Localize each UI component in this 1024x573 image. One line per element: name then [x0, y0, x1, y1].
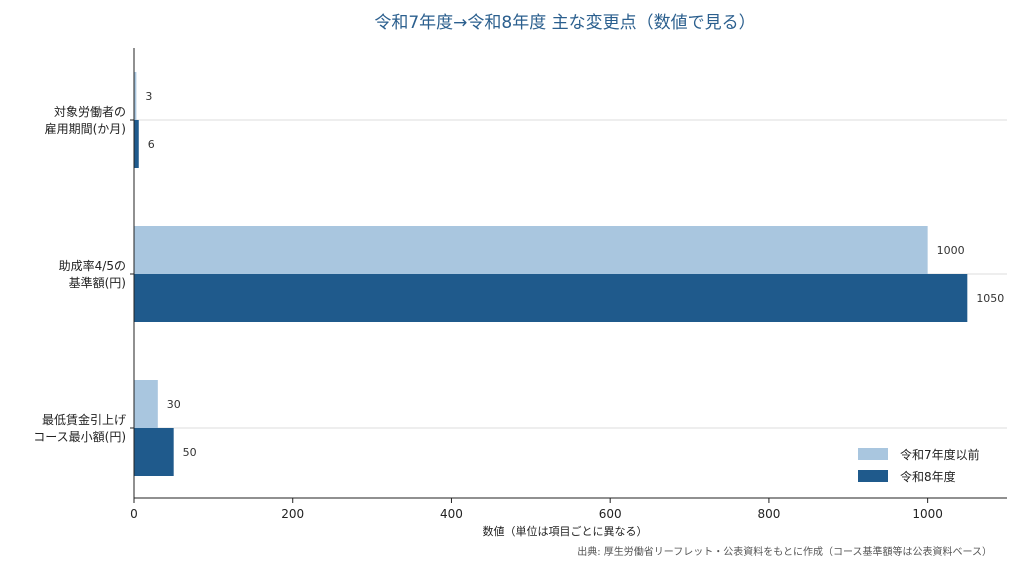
bar-series0-cat2 — [134, 380, 158, 428]
y-tick-label-1-0: 助成率4/5の — [59, 258, 126, 273]
y-tick-label-2-1: コース最小額(円) — [33, 430, 126, 444]
data-label-series0-cat0: 3 — [145, 90, 152, 103]
x-tick-label-0: 0 — [130, 507, 138, 521]
legend-label-1: 令和8年度 — [900, 469, 956, 484]
bar-series1-cat2 — [134, 428, 174, 476]
x-tick-label-3: 600 — [599, 507, 622, 521]
x-tick-label-4: 800 — [757, 507, 780, 521]
x-axis-label: 数値（単位は項目ごとに異なる） — [483, 524, 648, 538]
y-tick-label-0-1: 雇用期間(か月) — [45, 121, 126, 136]
source-note: 出典: 厚生労働省リーフレット・公表資料をもとに作成（コース基準額等は公表資料ベ… — [577, 545, 992, 558]
bar-series0-cat0 — [134, 72, 137, 120]
y-tick-label-2-0: 最低賃金引上げ — [42, 412, 126, 427]
bar-series0-cat1 — [134, 226, 928, 274]
x-tick-label-5: 1000 — [912, 507, 943, 521]
legend-label-0: 令和7年度以前 — [900, 447, 980, 462]
data-label-series0-cat2: 30 — [167, 398, 181, 411]
data-label-series1-cat2: 50 — [183, 446, 197, 459]
chart-title: 令和7年度→令和8年度 主な変更点（数値で見る） — [374, 13, 755, 33]
legend-swatch-1 — [858, 470, 888, 482]
legend-swatch-0 — [858, 448, 888, 460]
y-tick-label-1-1: 基準額(円) — [69, 275, 126, 290]
y-tick-label-0-0: 対象労働者の — [54, 105, 126, 119]
data-label-series1-cat1: 1050 — [976, 292, 1004, 305]
data-label-series1-cat0: 6 — [148, 138, 155, 151]
bar-series1-cat1 — [134, 274, 968, 322]
data-labels: 3 1000 30 6 1050 50 — [145, 90, 1004, 459]
bar-series1-cat0 — [134, 120, 139, 168]
x-tick-label-2: 400 — [440, 507, 463, 521]
bars — [134, 72, 968, 476]
x-tick-label-1: 200 — [281, 507, 304, 521]
data-label-series0-cat1: 1000 — [937, 244, 965, 257]
